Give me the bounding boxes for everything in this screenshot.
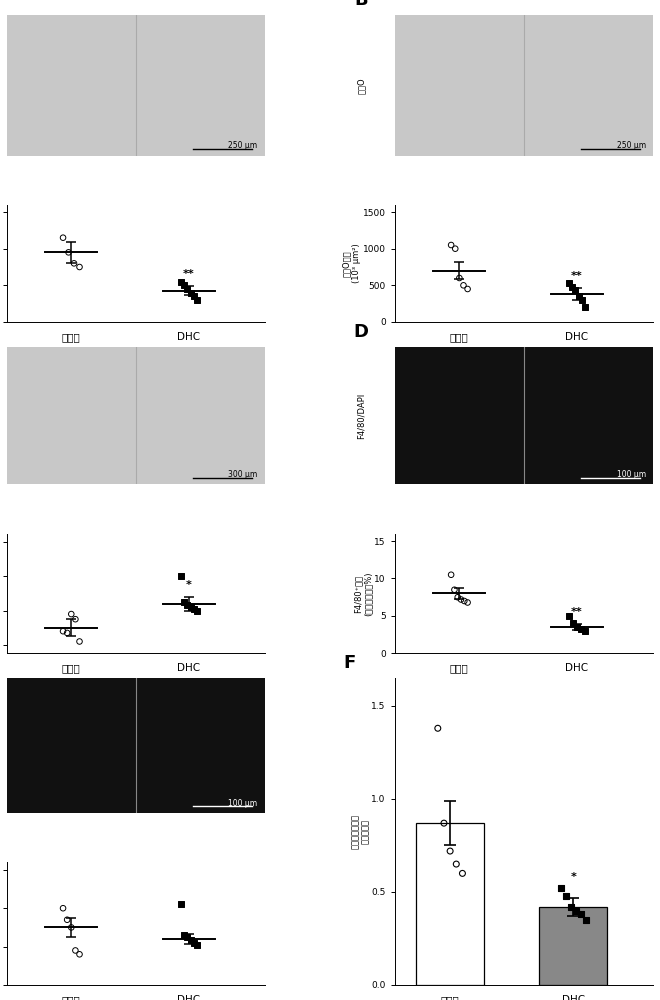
Y-axis label: 主动脉根部斑块
易损性指数: 主动脉根部斑块 易损性指数 — [350, 814, 370, 849]
Point — [570, 903, 581, 919]
Point — [446, 237, 457, 253]
Point — [58, 900, 69, 916]
Point — [63, 244, 74, 260]
Point — [189, 601, 199, 617]
Point — [449, 582, 460, 598]
Point — [580, 912, 591, 928]
Point — [74, 946, 84, 962]
Point — [576, 621, 586, 637]
Point — [70, 611, 81, 627]
Point — [74, 633, 84, 649]
Point — [572, 619, 582, 635]
Point — [189, 935, 199, 951]
Point — [62, 625, 73, 641]
Bar — [539, 907, 607, 985]
Point — [66, 606, 77, 622]
Point — [458, 277, 469, 293]
Point — [185, 285, 196, 301]
Point — [179, 594, 189, 610]
Text: B: B — [354, 0, 368, 9]
Point — [570, 282, 581, 298]
Point — [454, 270, 465, 286]
Point — [451, 856, 461, 872]
Text: F4/80/DAPI: F4/80/DAPI — [356, 392, 366, 439]
Point — [556, 880, 566, 896]
Point — [457, 865, 468, 881]
Point — [66, 919, 77, 935]
Point — [439, 815, 449, 831]
Text: 250 μm: 250 μm — [616, 141, 645, 150]
Point — [446, 567, 457, 583]
Point — [567, 279, 578, 295]
Point — [192, 937, 203, 953]
Text: 100 μm: 100 μm — [228, 799, 257, 808]
Y-axis label: 油红O区域
(10³ μm²): 油红O区域 (10³ μm²) — [342, 243, 361, 283]
Point — [179, 277, 189, 293]
Text: *: * — [570, 872, 576, 882]
Text: F: F — [343, 654, 355, 672]
Y-axis label: F4/80⁺区域
(占斑块面积的%): F4/80⁺区域 (占斑块面积的%) — [353, 571, 373, 616]
Point — [462, 281, 473, 297]
Point — [182, 597, 193, 613]
Text: **: ** — [571, 607, 583, 617]
Point — [577, 292, 587, 308]
Point — [189, 288, 199, 304]
Text: D: D — [354, 323, 368, 341]
Point — [574, 288, 584, 304]
Point — [176, 568, 186, 584]
Point — [176, 274, 186, 290]
Text: **: ** — [183, 269, 195, 279]
Point — [580, 623, 591, 639]
Point — [62, 912, 73, 928]
Point — [58, 230, 69, 246]
Point — [568, 615, 578, 631]
Point — [450, 241, 461, 257]
Point — [564, 275, 574, 291]
Text: **: ** — [571, 271, 583, 281]
Bar — [416, 823, 484, 985]
Text: 油红O: 油红O — [356, 77, 366, 94]
Point — [192, 292, 203, 308]
Point — [69, 255, 79, 271]
Point — [462, 594, 473, 610]
Point — [182, 929, 193, 945]
Point — [176, 896, 186, 912]
Point — [182, 281, 193, 297]
Point — [455, 591, 466, 607]
Point — [74, 259, 84, 275]
Text: 100 μm: 100 μm — [616, 470, 645, 479]
Point — [192, 603, 203, 619]
Point — [58, 623, 69, 639]
Point — [70, 942, 81, 958]
Point — [179, 927, 189, 943]
Point — [576, 906, 586, 922]
Point — [566, 899, 576, 915]
Point — [580, 299, 591, 315]
Point — [445, 843, 455, 859]
Text: 300 μm: 300 μm — [228, 470, 257, 479]
Text: 250 μm: 250 μm — [228, 141, 257, 150]
Point — [459, 593, 469, 609]
Point — [185, 599, 196, 615]
Text: *: * — [186, 580, 192, 590]
Point — [560, 888, 571, 904]
Point — [564, 608, 574, 624]
Point — [453, 589, 463, 605]
Point — [432, 720, 443, 736]
Point — [185, 932, 196, 948]
